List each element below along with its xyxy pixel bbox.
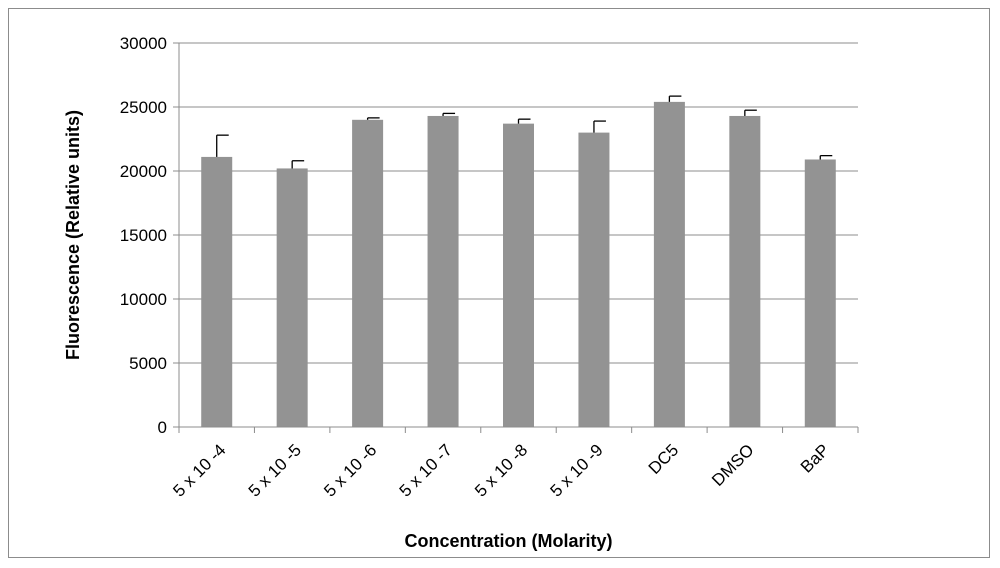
x-tick-label: 5 x 10 -7 <box>396 440 456 500</box>
bars <box>201 101 836 428</box>
bar-2 <box>352 119 384 428</box>
y-tick-label: 15000 <box>120 226 167 245</box>
bar-8 <box>804 159 836 428</box>
error-bar-1 <box>291 160 305 169</box>
error-bar-6 <box>668 95 682 102</box>
y-tick-label: 10000 <box>120 290 167 309</box>
error-bar-2 <box>366 117 380 120</box>
bar-5 <box>578 132 610 427</box>
error-bar-7 <box>744 109 757 116</box>
error-bars <box>216 95 833 169</box>
x-tick-label: 5 x 10 -6 <box>320 440 380 500</box>
bar-1 <box>276 168 308 427</box>
chart-frame: 0 5000 10000 15000 20000 25000 30000 5 x 10 -4… <box>8 8 990 558</box>
x-tick-label: 5 x 10 -8 <box>471 440 531 500</box>
error-bar-5 <box>593 120 606 133</box>
bar-6 <box>653 101 685 427</box>
x-tick-label: DC5 <box>645 440 682 477</box>
x-axis-title: Concentration (Molarity) <box>404 531 612 551</box>
x-tick-labels: 5 x 10 -4 5 x 10 -5 5 x 10 -6 5 x 10 -7 5 x … <box>169 440 833 500</box>
x-tick-label: BaP <box>797 440 833 476</box>
y-tick-label: 20000 <box>120 162 167 181</box>
bar-7 <box>729 115 761 428</box>
bar-3 <box>427 115 459 428</box>
bar-4 <box>503 123 534 427</box>
y-tick-label: 30000 <box>120 34 167 53</box>
bar-chart: 0 5000 10000 15000 20000 25000 30000 5 x 10 -4… <box>63 34 859 551</box>
y-tick-label: 0 <box>158 418 167 437</box>
y-axis-title: Fluorescence (Relative units) <box>63 110 83 360</box>
error-bar-4 <box>517 118 531 124</box>
x-tick-label: 5 x 10 -5 <box>245 440 305 500</box>
error-bar-8 <box>819 154 833 160</box>
error-bar-3 <box>442 112 456 116</box>
bar-0 <box>201 156 233 428</box>
x-tick-label: 5 x 10 -4 <box>169 440 229 500</box>
y-tick-label: 5000 <box>129 354 167 373</box>
y-tick-labels: 0 5000 10000 15000 20000 25000 30000 <box>120 34 167 437</box>
x-tick-label: 5 x 10 -9 <box>547 440 607 500</box>
y-tick-label: 25000 <box>120 98 167 117</box>
axes <box>173 42 859 433</box>
x-tick-label: DMSO <box>708 440 757 489</box>
error-bar-0 <box>216 134 229 157</box>
